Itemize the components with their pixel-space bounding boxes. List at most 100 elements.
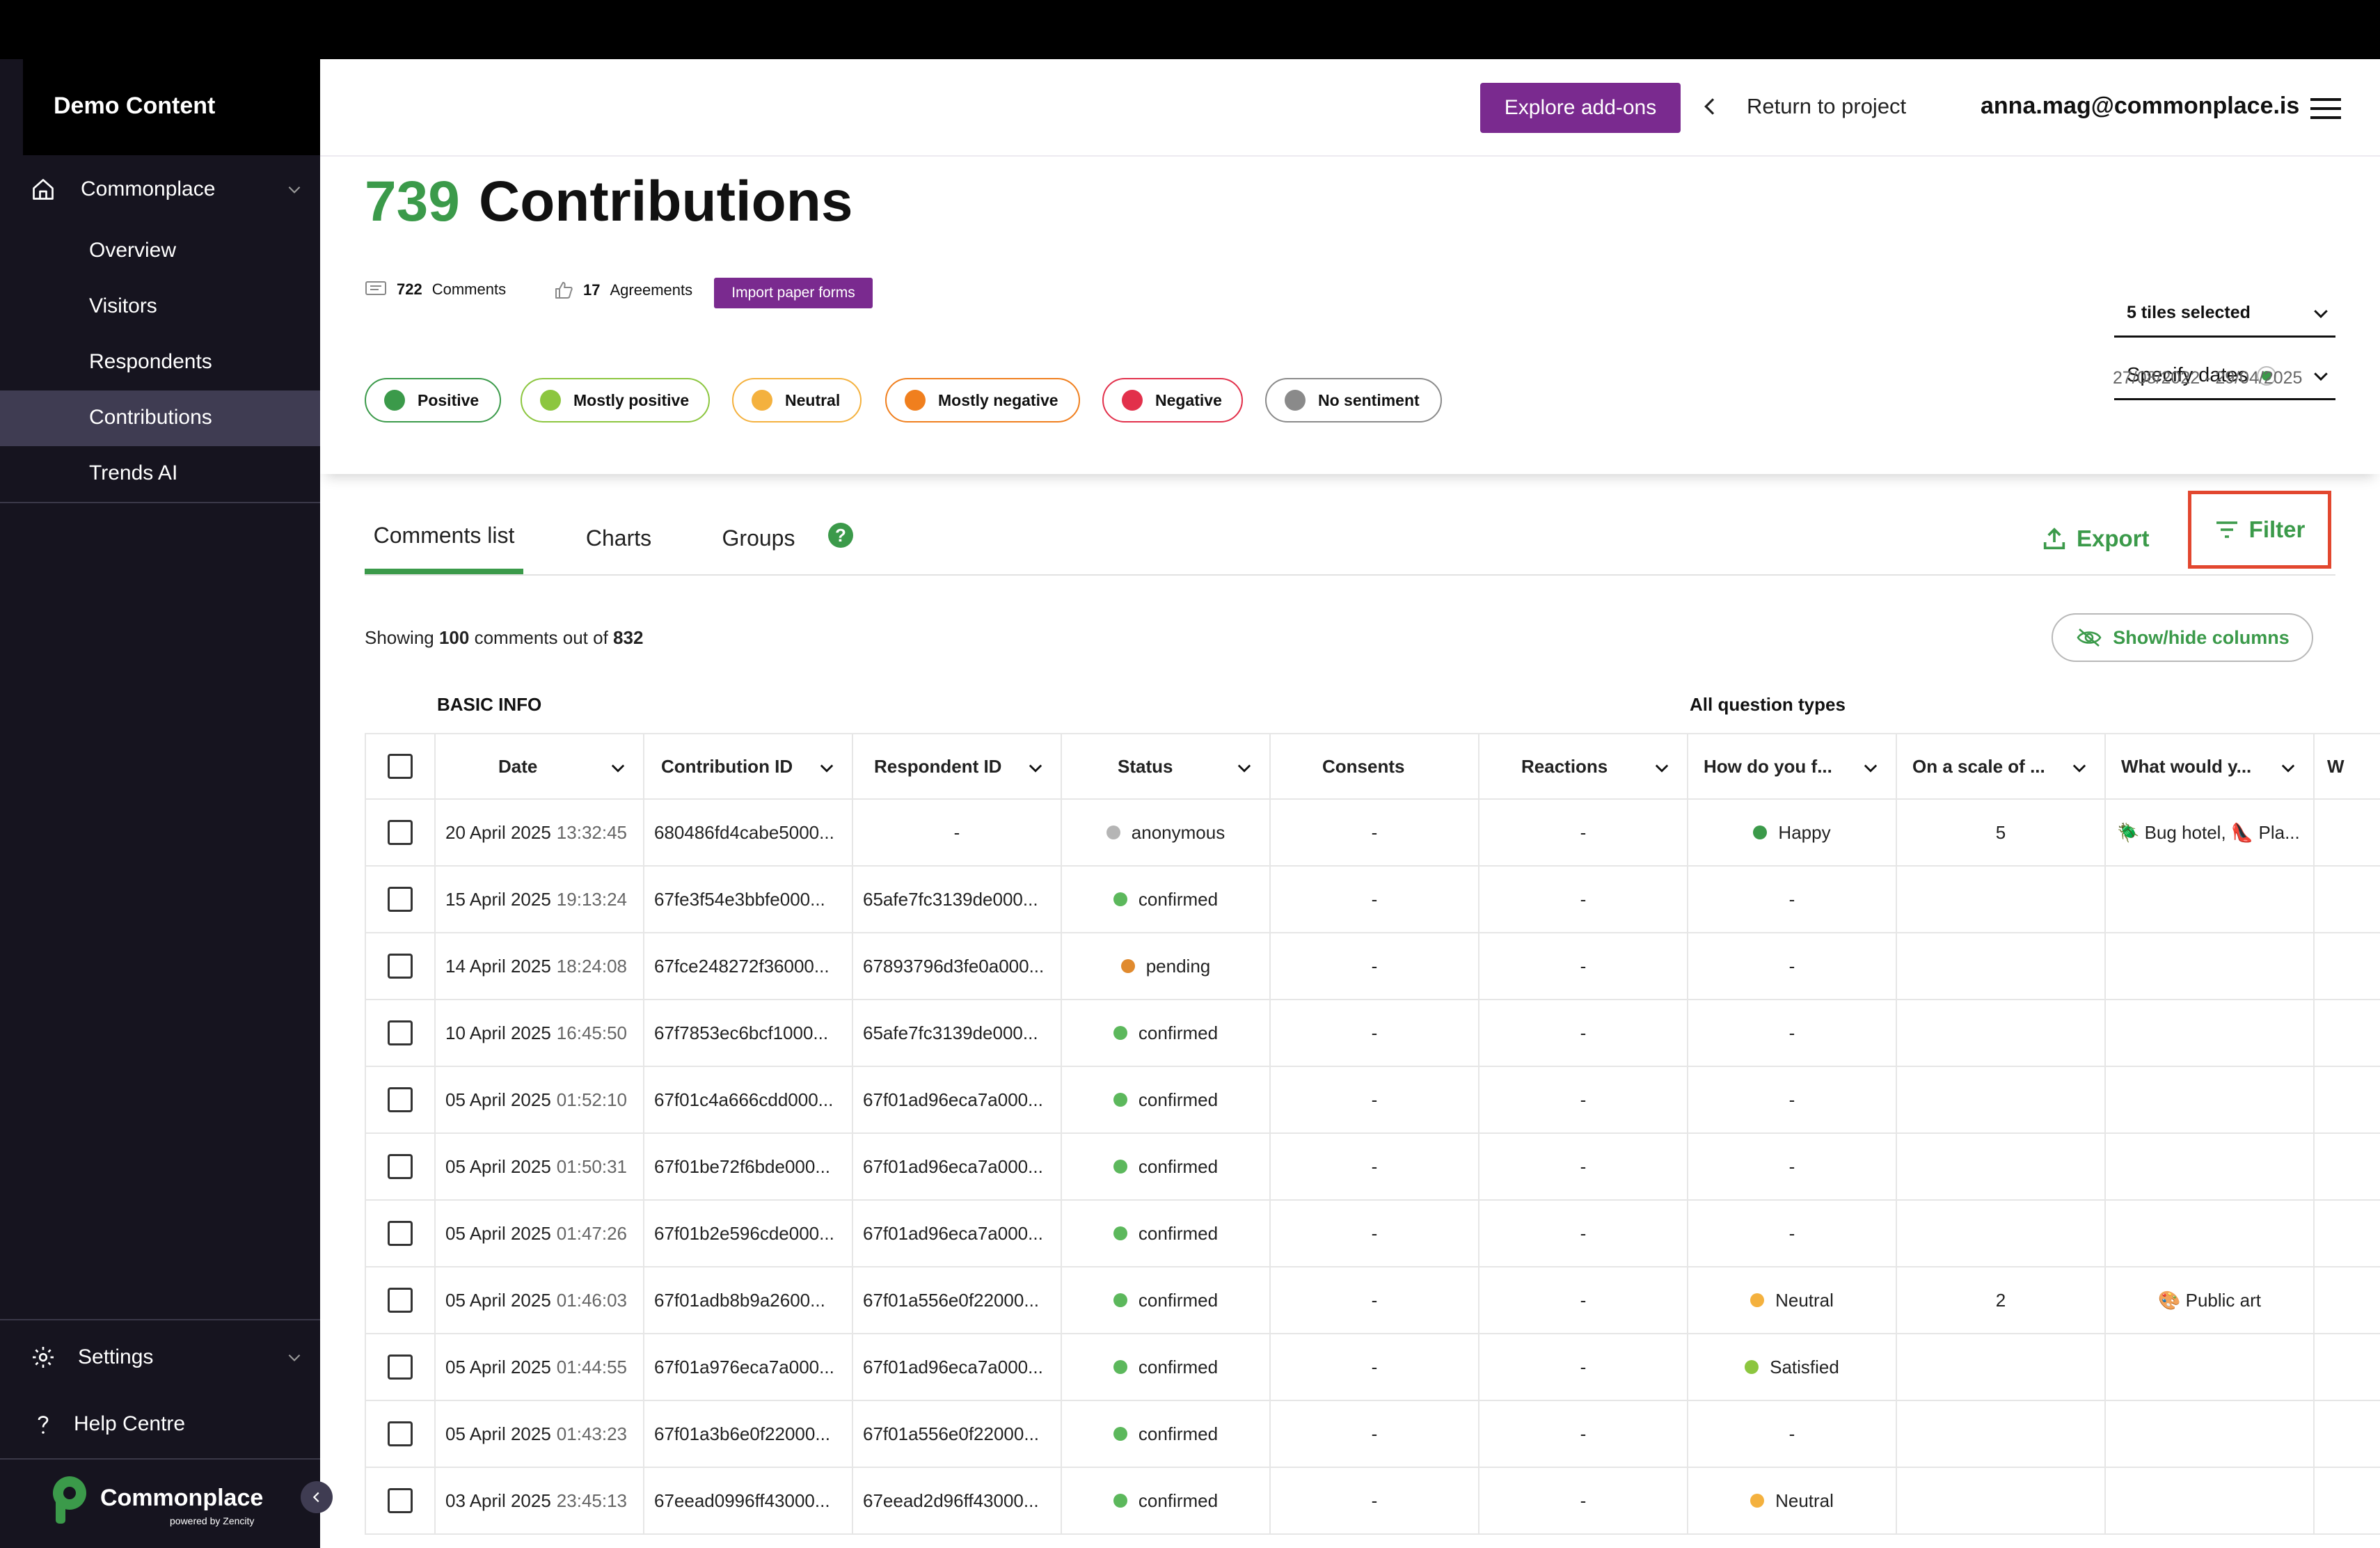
table-row[interactable]: 14 April 2025 18:24:08 67fce248272f36000..…	[365, 933, 2380, 1000]
tiles-dropdown[interactable]: 5 tiles selected	[2114, 290, 2335, 338]
select-all-checkbox[interactable]	[388, 754, 413, 779]
reactions-value: -	[1580, 1155, 1587, 1177]
contribution-id-value: 680486fd4cabe5000...	[654, 821, 834, 843]
table-row[interactable]: 05 April 2025 01:47:26 67f01b2e596cde000..…	[365, 1201, 2380, 1267]
sentiment-dot-icon	[905, 390, 926, 411]
import-paper-forms-button[interactable]: Import paper forms	[714, 278, 873, 308]
chevron-down-icon[interactable]	[1652, 758, 1672, 777]
table-row[interactable]: 10 April 2025 16:45:50 67f7853ec6bcf1000..…	[365, 1000, 2380, 1067]
table-row[interactable]: 20 April 2025 13:32:45 680486fd4cabe5000..…	[365, 800, 2380, 867]
scale-cell	[1897, 1134, 2106, 1199]
table-row[interactable]: 15 April 2025 19:13:24 67fe3f54e3bbfe000..…	[365, 867, 2380, 933]
chevron-down-icon[interactable]	[817, 758, 836, 777]
table-row[interactable]: 03 April 2025 23:45:13 67eead0996ff43000..…	[365, 1468, 2380, 1535]
sentiment-filter-negative[interactable]: Negative	[1102, 378, 1243, 422]
return-to-project-link[interactable]: Return to project	[1747, 94, 1907, 118]
show-hide-columns-button[interactable]: Show/hide columns	[2052, 613, 2313, 662]
radio-selected-icon	[2257, 365, 2277, 386]
sidebar-item-label: Trends AI	[89, 461, 178, 484]
row-checkbox[interactable]	[388, 1154, 413, 1179]
scale-cell	[1897, 1000, 2106, 1066]
status-cell: confirmed	[1062, 1334, 1271, 1400]
chevron-down-icon[interactable]	[1861, 758, 1880, 777]
reactions-value: -	[1580, 888, 1587, 910]
status-cell: confirmed	[1062, 1067, 1271, 1132]
export-button[interactable]: Export	[2040, 513, 2150, 564]
explore-addons-button[interactable]: Explore add-ons	[1480, 83, 1681, 133]
row-checkbox[interactable]	[388, 820, 413, 845]
would-value: 🪲 Bug hotel, 👠 Pla...	[2117, 821, 2300, 843]
chevron-down-icon[interactable]	[1235, 758, 1254, 777]
tab-charts[interactable]: Charts	[585, 525, 652, 551]
tab-groups[interactable]: Groups	[722, 525, 795, 551]
row-checkbox[interactable]	[388, 1354, 413, 1380]
feeling-cell: -	[1688, 933, 1897, 999]
row-checkbox[interactable]	[388, 1087, 413, 1112]
status-value: confirmed	[1138, 1356, 1219, 1377]
column-header[interactable]: Contribution ID	[644, 734, 853, 798]
contribution-id-cell: 67fe3f54e3bbfe000...	[644, 867, 853, 932]
row-checkbox[interactable]	[388, 887, 413, 912]
chevron-left-icon[interactable]	[1699, 95, 1722, 118]
chevron-down-icon[interactable]	[2070, 758, 2089, 777]
sidebar-item-respondents[interactable]: Respondents	[0, 335, 320, 390]
user-email[interactable]: anna.mag@commonplace.is	[1981, 93, 2300, 119]
feeling-cell: -	[1688, 1067, 1897, 1132]
column-header[interactable]: Date	[436, 734, 644, 798]
column-header[interactable]: W	[2315, 734, 2380, 798]
table-row[interactable]: 05 April 2025 01:50:31 67f01be72f6bde000..…	[365, 1134, 2380, 1201]
sidebar-item-visitors[interactable]: Visitors	[0, 279, 320, 335]
contribution-id-value: 67f01b2e596cde000...	[654, 1222, 834, 1244]
column-header[interactable]: Status	[1062, 734, 1271, 798]
table-row[interactable]: 05 April 2025 01:52:10 67f01c4a666cdd000..…	[365, 1067, 2380, 1134]
time-value: 01:44:55	[556, 1356, 628, 1377]
sentiment-filter-neutral[interactable]: Neutral	[732, 378, 862, 422]
row-checkbox[interactable]	[388, 1221, 413, 1246]
status-value: confirmed	[1138, 1022, 1219, 1043]
sentiment-filter-mostly-negative[interactable]: Mostly negative	[885, 378, 1080, 422]
groups-help-icon[interactable]: ?	[828, 523, 853, 548]
row-checkbox[interactable]	[388, 1288, 413, 1313]
sidebar-help-centre[interactable]: Help Centre	[0, 1400, 320, 1448]
column-header-label: W	[2327, 755, 2345, 777]
row-checkbox[interactable]	[388, 1020, 413, 1045]
sentiment-filter-no-sentiment[interactable]: No sentiment	[1265, 378, 1442, 422]
column-header[interactable]: Consents	[1271, 734, 1479, 798]
row-select-cell	[365, 1334, 436, 1400]
row-checkbox[interactable]	[388, 1488, 413, 1513]
chevron-down-icon[interactable]	[2278, 758, 2298, 777]
sidebar-section-commonplace[interactable]: Commonplace	[0, 165, 320, 214]
column-header[interactable]: How do you f...	[1688, 734, 1897, 798]
sentiment-dot-icon	[1122, 390, 1143, 411]
row-checkbox[interactable]	[388, 954, 413, 979]
sidebar-item-trends-ai[interactable]: Trends AI	[0, 446, 320, 502]
tab-comments-list[interactable]: Comments list	[365, 502, 523, 574]
column-header[interactable]: What would y...	[2106, 734, 2315, 798]
time-value: 16:45:50	[556, 1022, 628, 1043]
consents-value: -	[1371, 821, 1378, 843]
filter-button[interactable]: Filter	[2188, 491, 2331, 569]
column-header[interactable]: Reactions	[1479, 734, 1688, 798]
sentiment-filter-positive[interactable]: Positive	[365, 378, 501, 422]
table-row[interactable]: 05 April 2025 01:46:03 67f01adb8b9a2600...…	[365, 1267, 2380, 1334]
chevron-down-icon[interactable]	[1026, 758, 1045, 777]
table-row[interactable]: 05 April 2025 01:43:23 67f01a3b6e0f22000..…	[365, 1401, 2380, 1468]
column-header[interactable]: Respondent ID	[853, 734, 1062, 798]
column-header[interactable]: On a scale of ...	[1897, 734, 2106, 798]
sentiment-filter-mostly-positive[interactable]: Mostly positive	[521, 378, 710, 422]
logo-text: Commonplace	[100, 1485, 264, 1511]
sidebar-item-overview[interactable]: Overview	[0, 223, 320, 279]
row-checkbox[interactable]	[388, 1421, 413, 1446]
sidebar-item-label: Overview	[89, 239, 177, 262]
sidebar-settings[interactable]: Settings	[0, 1333, 320, 1382]
shown-count: 100	[438, 627, 470, 648]
table-row[interactable]: 05 April 2025 01:44:55 67f01a976eca7a000..…	[365, 1334, 2380, 1401]
sentiment-label: Negative	[1155, 390, 1222, 409]
sidebar-item-contributions[interactable]: Contributions	[0, 390, 320, 446]
dates-dropdown[interactable]: Specify dates	[2114, 353, 2335, 400]
hamburger-menu-icon[interactable]	[2310, 97, 2341, 120]
chevron-down-icon[interactable]	[608, 758, 628, 777]
scale-value: 5	[1995, 821, 2006, 843]
collapse-sidebar-button[interactable]	[301, 1481, 333, 1513]
eye-off-icon	[2077, 629, 2102, 647]
